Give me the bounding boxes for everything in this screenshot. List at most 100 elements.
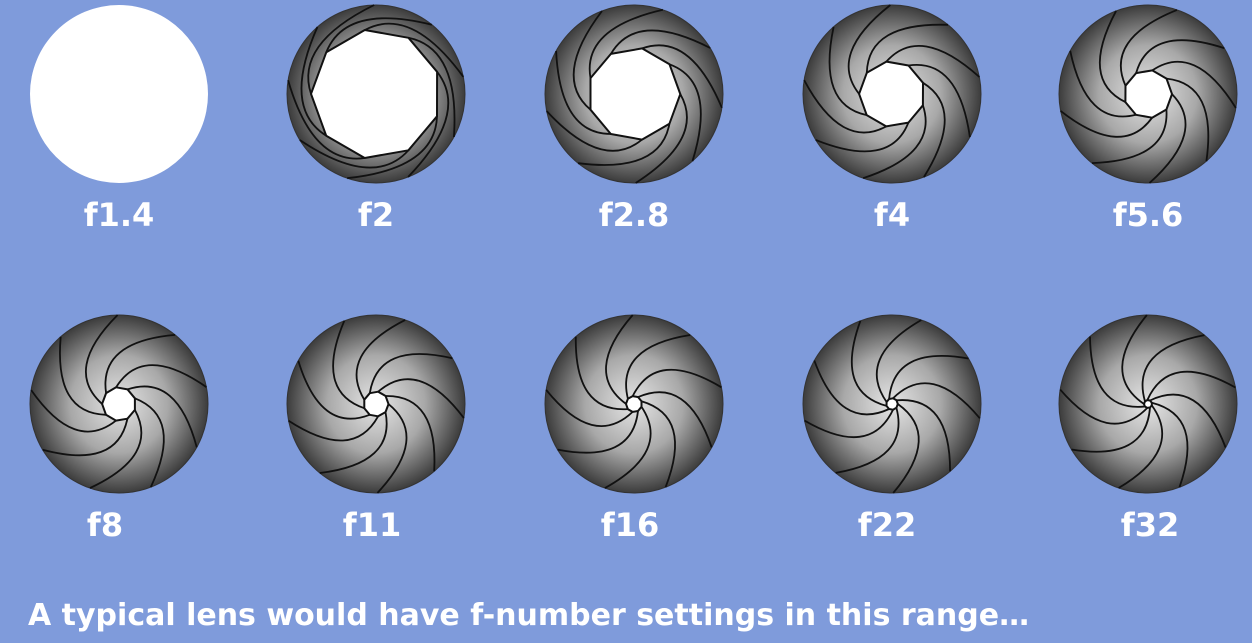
fstop-label-f16: f16 [600,506,660,544]
blade-edge [115,364,207,388]
aperture-f5.6 [1058,4,1238,184]
blade-edge [376,403,408,494]
aperture-f22 [802,314,982,494]
blade-edge [407,71,450,178]
aperture-f1.4 [30,5,208,183]
blade-edge [408,36,456,138]
blade-edge [545,389,634,427]
blade-edge [42,418,129,457]
blade-edge [1069,50,1137,118]
blade-edge [1135,39,1225,74]
blade-edge [1141,334,1205,402]
blade-edge [896,399,952,472]
blade-edge [588,8,664,79]
blade-edge [1166,77,1210,162]
blade-edge [574,336,628,411]
blade-edge [1148,93,1187,184]
blade-edge [364,22,465,78]
blade-edge [59,336,107,416]
fstop-label-f5.6: f5.6 [1112,196,1184,234]
blade-edge [332,320,365,410]
blade-edge [835,407,900,474]
blade-edge [625,334,691,400]
blade-edge [865,23,949,73]
caption-text: A typical lens would have f-number setti… [28,598,1030,633]
blade-edge [104,334,176,394]
blade-edge [127,385,198,448]
blade-edge [297,360,371,420]
blade-edge [1146,370,1236,401]
blade-edge [89,409,143,489]
aperture-f8 [29,314,209,494]
aperture-opening [310,29,439,159]
blade-edge [1071,407,1151,453]
aperture-f4 [802,4,982,184]
blade-edge [319,411,388,474]
blade-edge [30,389,117,433]
blade-edge [669,63,702,162]
aperture-f2 [286,4,466,184]
blade-edge [637,391,713,448]
blade-edge [605,314,634,405]
blade-edge [287,80,365,160]
blade-edge [641,44,723,109]
blade-edge [325,17,433,53]
fstop-label-f1.4: f1.4 [83,196,155,234]
blade-edge [1149,393,1227,448]
blade-edge [1151,401,1189,488]
fstop-label-f2.8: f2.8 [598,196,670,234]
blade-edge [850,320,887,407]
blade-edge [631,368,722,397]
aperture-opening [363,390,390,418]
blade-edge [1089,336,1145,408]
blade-edge [572,10,603,111]
blade-edge [888,355,969,400]
blade-edge [641,400,676,488]
blade-edge [862,105,927,180]
lens-disc [30,5,208,183]
blade-edge [307,4,375,95]
aperture-opening [589,47,682,141]
blade-edge [922,82,946,178]
blade-edge [847,4,891,95]
blade-edge [347,116,438,180]
blade-edge [355,319,406,401]
blade-edge [1098,10,1126,103]
aperture-f16 [544,314,724,494]
fstop-label-f22: f22 [857,506,917,544]
aperture-opening [625,395,643,413]
fstop-label-f4: f4 [873,196,911,234]
aperture-opening [885,397,899,411]
blade-edge [908,63,971,138]
fstop-label-f2: f2 [357,196,395,234]
blade-edge [803,79,887,134]
blade-edge [635,93,688,184]
aperture-opening [1124,69,1173,119]
blade-edge [299,139,410,169]
blade-edge [1059,389,1148,425]
blade-edge [885,45,981,78]
aperture-f11 [286,314,466,494]
fstop-label-f32: f32 [1120,506,1180,544]
blade-edge [1091,109,1168,164]
blade-edge [1060,110,1153,138]
blade-edge [892,403,920,494]
blade-edge [577,123,671,166]
blade-edge [385,395,436,472]
blade-edge [610,29,711,55]
fstop-label-f8: f8 [86,506,124,544]
blade-edge [1118,404,1163,489]
aperture-f2.8 [544,4,724,184]
blade-edge [604,406,652,489]
blade-edge [546,110,643,152]
blade-edge [300,26,327,137]
aperture-opening [858,60,924,128]
blade-edge [368,353,453,394]
aperture-f32 [1058,314,1238,494]
blade-edge [876,319,922,403]
blade-edge [804,409,894,439]
blade-edge [892,382,981,419]
blade-edge [815,122,910,153]
fstop-label-f11: f11 [342,506,402,544]
